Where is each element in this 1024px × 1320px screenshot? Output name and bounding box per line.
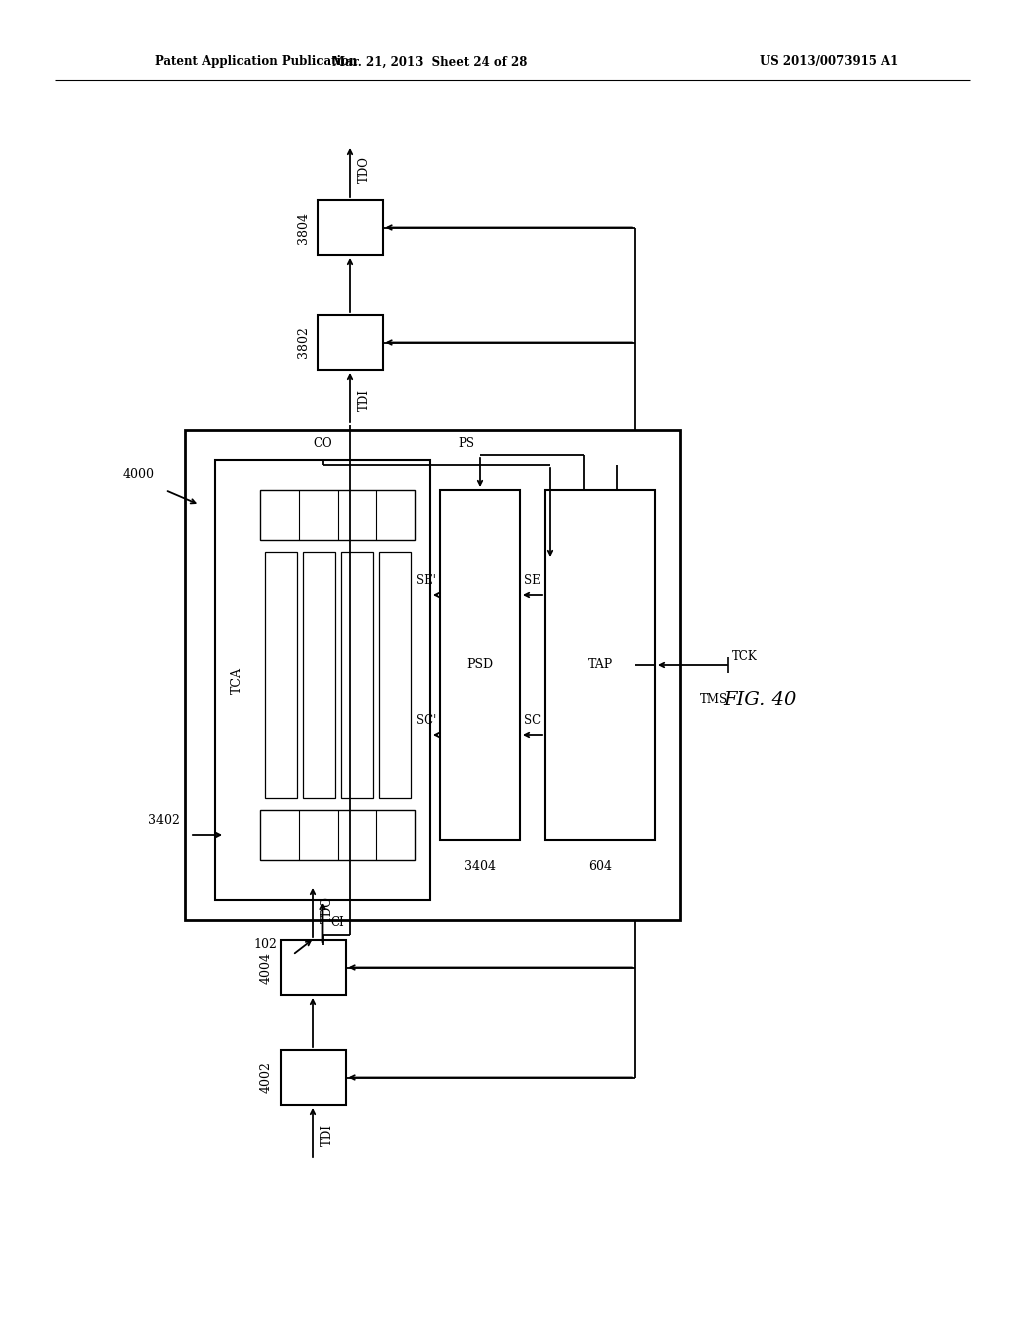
Text: US 2013/0073915 A1: US 2013/0073915 A1 <box>760 55 898 69</box>
Text: 102: 102 <box>254 939 278 952</box>
Bar <box>264 552 297 799</box>
Text: 3804: 3804 <box>297 211 309 243</box>
Text: 4000: 4000 <box>123 469 155 482</box>
Text: TDO: TDO <box>321 896 334 924</box>
Text: PS: PS <box>458 437 474 450</box>
Bar <box>545 490 655 840</box>
Text: 4002: 4002 <box>259 1061 272 1093</box>
Bar <box>317 201 383 255</box>
Text: TCA: TCA <box>230 667 244 693</box>
Bar <box>260 810 415 861</box>
Bar <box>341 552 373 799</box>
Bar <box>379 552 411 799</box>
Text: SE: SE <box>524 574 541 587</box>
Text: TAP: TAP <box>588 659 612 672</box>
Text: CO: CO <box>313 437 332 450</box>
Text: TDI: TDI <box>321 1125 334 1146</box>
Text: Mar. 21, 2013  Sheet 24 of 28: Mar. 21, 2013 Sheet 24 of 28 <box>333 55 527 69</box>
Bar <box>440 490 520 840</box>
Bar <box>185 430 680 920</box>
Text: TCK: TCK <box>732 649 758 663</box>
Text: TDO: TDO <box>358 157 371 183</box>
Text: TMS: TMS <box>700 693 728 706</box>
Text: SC: SC <box>524 714 541 727</box>
Text: TDI: TDI <box>358 389 371 411</box>
Text: 4004: 4004 <box>259 952 272 983</box>
Bar <box>281 940 345 995</box>
Text: 604: 604 <box>588 861 612 873</box>
Text: CI: CI <box>331 916 344 928</box>
Bar <box>215 459 430 900</box>
Bar <box>260 490 415 540</box>
Text: 3402: 3402 <box>148 813 180 826</box>
Bar <box>281 1049 345 1105</box>
Bar <box>302 552 335 799</box>
Text: Patent Application Publication: Patent Application Publication <box>155 55 357 69</box>
Text: 3802: 3802 <box>297 326 309 359</box>
Text: 3404: 3404 <box>464 861 496 873</box>
Text: FIG. 40: FIG. 40 <box>723 690 797 709</box>
Bar <box>317 315 383 370</box>
Text: SC': SC' <box>416 714 436 727</box>
Text: PSD: PSD <box>467 659 494 672</box>
Text: SE': SE' <box>416 574 436 587</box>
